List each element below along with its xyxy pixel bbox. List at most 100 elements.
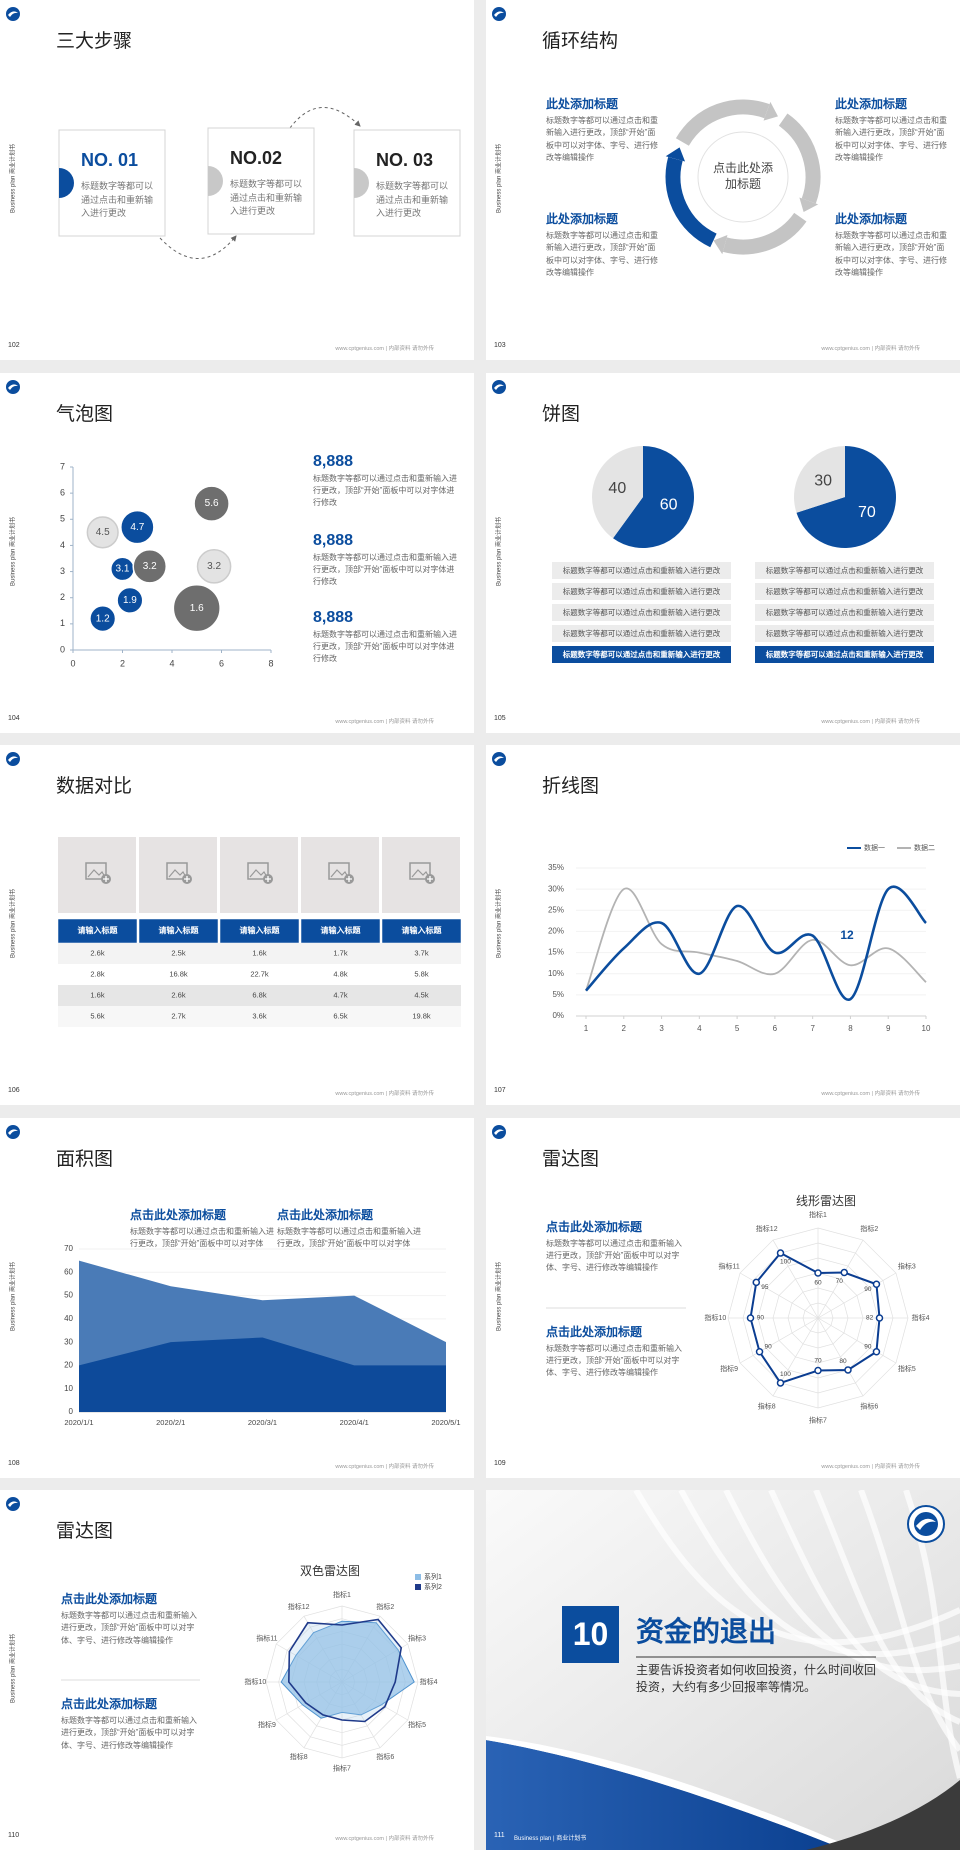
cycle-arrow bbox=[665, 147, 686, 162]
bubble-label: 1.9 bbox=[123, 594, 137, 605]
legend-swatch bbox=[415, 1584, 421, 1590]
slide: 60 40 70 30 饼图 Business plan 商业计划书 105 www.cptg… bbox=[486, 372, 960, 733]
y-tick-label: 40 bbox=[64, 1313, 73, 1322]
slide: 0 10 20 30 40 50 60 70 2020/1/1 2020/2/1 2020/3/1 2… bbox=[0, 1117, 474, 1478]
y-tick-label: 1 bbox=[60, 618, 65, 628]
logo-mark bbox=[8, 756, 18, 762]
step-text: 标题数字等都可以通过点击和重新输入进行更改 bbox=[81, 181, 154, 218]
table-row bbox=[58, 1006, 461, 1027]
bg-curve bbox=[633, 1490, 960, 1646]
y-tick-label: 20 bbox=[64, 1360, 73, 1369]
dark-wave bbox=[806, 1780, 960, 1850]
table-cell: 6.5k bbox=[333, 1011, 347, 1020]
slide-graphics bbox=[492, 7, 821, 255]
x-tick-label: 4 bbox=[697, 1024, 702, 1033]
side-label: Business plan 商业计划书 bbox=[10, 1633, 17, 1704]
page-number: 106 bbox=[8, 1087, 20, 1094]
slide: 10 资金的退出 主要告诉投资者如何收回投资，什么时间收回投资，大约有多少回报率等情… bbox=[486, 1490, 960, 1850]
y-tick-label: 15% bbox=[548, 948, 564, 957]
block-title: 此处添加标题 bbox=[546, 97, 619, 111]
footer: www.cptgenius.com | 内部资料 请勿外传 bbox=[821, 1463, 920, 1470]
step-text: 标题数字等都可以通过点击和重新输入进行更改 bbox=[230, 179, 303, 216]
value-label: 90 bbox=[757, 1314, 765, 1321]
footer: www.cptgenius.com | 内部资料 请勿外传 bbox=[335, 1836, 434, 1842]
radar-point bbox=[840, 1268, 848, 1276]
radar-point bbox=[752, 1278, 761, 1286]
logo-mark bbox=[8, 1128, 18, 1135]
slide-title: 雷达图 bbox=[542, 1148, 600, 1170]
pie-slice bbox=[794, 445, 845, 513]
x-tick-label: 3 bbox=[659, 1024, 664, 1033]
block-title: 此处添加标题 bbox=[835, 97, 908, 111]
slide-title: 饼图 bbox=[542, 403, 581, 425]
y-tick-label: 10% bbox=[548, 969, 564, 978]
bubble bbox=[132, 548, 168, 584]
slide: 双色雷达图 指标1 指标2 指标3 指标4 指标5 指标6 指标7 指标8 指标9 指标10 指标11… bbox=[0, 1490, 474, 1850]
list-item: 标题数字等都可以通过点击和重新输入进行更改 bbox=[552, 645, 731, 663]
y-tick-label: 30 bbox=[64, 1337, 73, 1346]
footer: www.cptgenius.com | 内部资料 请勿外传 bbox=[335, 1091, 434, 1097]
block-text: 标题数字等都可以通过点击和重新输入进行更改，顶部“开始”面板中可以对字体、字号、… bbox=[61, 1716, 197, 1750]
text-block: 8,888 标题数字等都可以通过点击和重新输入进行更改，顶部“开始”面板中可以对字… bbox=[313, 532, 458, 589]
footer: Business plan | 商业计划书 bbox=[514, 1836, 587, 1842]
slide: 0 1 2 3 4 5 6 7 0 2 4 6 8 1.2 1.9 3.1 3.2 4.5 4.7 5.6 3.2 1.6… bbox=[0, 372, 474, 733]
radar-axis-label: 指标8 bbox=[290, 1752, 308, 1761]
page-number: 105 bbox=[494, 714, 506, 722]
block-text: 标题数字等都可以通过点击和重新输入进行更改，顶部“开始”面板中可以对字体、字号、… bbox=[546, 116, 658, 163]
table-cell: 19.8k bbox=[412, 1011, 431, 1020]
text-block: 点击此处添加标题 标题数字等都可以通过点击和重新输入进行更改，顶部“开始”面板中可… bbox=[546, 1323, 686, 1380]
x-tick-label: 7 bbox=[810, 1024, 815, 1033]
logo-mark bbox=[494, 1128, 504, 1135]
side-label: Business plan 商业计划书 bbox=[496, 888, 503, 959]
y-tick-label: 2 bbox=[60, 592, 65, 602]
radar-point bbox=[872, 1280, 881, 1288]
bubble-label: 3.1 bbox=[116, 563, 130, 574]
y-tick-label: 5% bbox=[552, 990, 564, 999]
value-label: 80 bbox=[839, 1358, 847, 1365]
line-series bbox=[585, 885, 927, 1001]
pie-label: 70 bbox=[858, 504, 876, 521]
slide-graphics: 60 40 70 30 bbox=[492, 379, 896, 548]
text-block: 点击此处添加标题 标题数字等都可以通过点击和重新输入进行更改，顶部“开始”面板中可… bbox=[546, 1218, 686, 1275]
image-icon bbox=[85, 862, 107, 880]
x-tick-label: 4 bbox=[169, 658, 174, 668]
logo-mark bbox=[8, 11, 18, 17]
slide-title: 循环结构 bbox=[542, 31, 619, 52]
list-item: 标题数字等都可以通过点击和重新输入进行更改 bbox=[755, 603, 934, 621]
value-label: 100 bbox=[780, 1371, 791, 1378]
bubble bbox=[116, 586, 144, 614]
page-number: 108 bbox=[8, 1459, 20, 1467]
radar-point bbox=[776, 1248, 785, 1257]
white-band bbox=[486, 1736, 858, 1850]
x-tick-label: 2020/3/1 bbox=[248, 1417, 277, 1426]
legend-label: 数据二 bbox=[914, 843, 935, 852]
radar-point bbox=[844, 1365, 852, 1374]
y-tick-label: 7 bbox=[60, 461, 65, 471]
image-icon bbox=[184, 876, 190, 882]
list-item: 标题数字等都可以通过点击和重新输入进行更改 bbox=[552, 561, 731, 579]
slide: 线形雷达图 指标1 指标2 指标3 指标4 指标5 指标6 指标7 指标8 指标9 指标10 指标11… bbox=[486, 1117, 960, 1478]
image-icon bbox=[330, 869, 349, 878]
section-text: 主要告诉投资者如何收回投资，什么时间收回投资，大约有多少回报率等情况。 bbox=[636, 1663, 877, 1695]
image-placeholder bbox=[139, 837, 217, 913]
text-block: 点击此处添加标题 标题数字等都可以通过点击和重新输入进行更改，顶部“开始”面板中可… bbox=[61, 1590, 201, 1647]
radar-axis-label: 指标6 bbox=[860, 1401, 878, 1410]
radar-spoke bbox=[817, 1317, 897, 1363]
logo bbox=[492, 752, 506, 766]
side-label: Business plan 商业计划书 bbox=[10, 1261, 17, 1331]
slide-title: 三大步骤 bbox=[56, 31, 133, 52]
image-icon bbox=[346, 876, 352, 882]
y-tick-label: 4 bbox=[60, 539, 65, 549]
legend-swatch bbox=[415, 1574, 421, 1580]
text-block: 此处添加标题 标题数字等都可以通过点击和重新输入进行更改，顶部“开始”面板中可以对… bbox=[835, 210, 947, 280]
table-cell: 1.7k bbox=[333, 948, 347, 957]
slide: 三大步骤 Business plan 商业计划书 102 www.cptgenius.… bbox=[0, 0, 474, 360]
number-box bbox=[562, 1606, 619, 1663]
block-text: 标题数字等都可以通过点击和重新输入进行更改，顶部“开始”面板中可以对字体进行修改 bbox=[313, 473, 457, 508]
pie-label: 30 bbox=[814, 472, 832, 489]
logo-mark bbox=[494, 383, 504, 390]
image-icon bbox=[87, 869, 106, 878]
logo bbox=[914, 1512, 938, 1536]
